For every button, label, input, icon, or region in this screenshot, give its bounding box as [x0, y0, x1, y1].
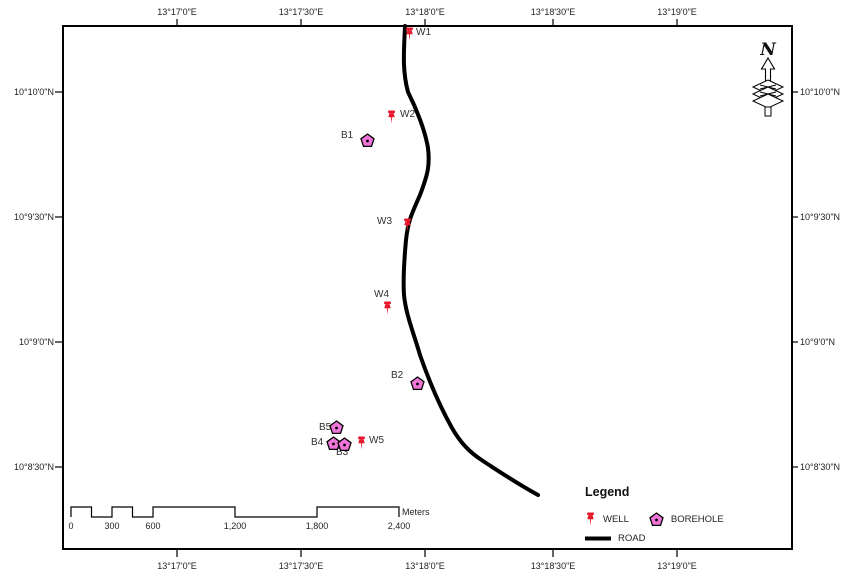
lon-label-top: 13°18'0"E — [405, 7, 445, 17]
north-arrow-base-layers — [751, 79, 785, 117]
borehole-icon — [649, 512, 664, 527]
lat-label-right: 10°10'0"N — [800, 87, 841, 97]
road-line — [401, 24, 540, 497]
scale-unit-label: Meters — [402, 507, 430, 517]
left-axis-ticks — [55, 91, 62, 468]
legend-well-label: WELL — [603, 514, 629, 525]
scale-bar-line — [70, 506, 400, 518]
lon-label-bottom: 13°17'0"E — [157, 561, 197, 571]
borehole-marker-b4 — [326, 436, 341, 451]
borehole-marker-b5 — [329, 420, 344, 435]
borehole-marker-b1 — [360, 133, 375, 148]
lon-label-top: 13°17'0"E — [157, 7, 197, 17]
borehole-label: B5 — [319, 422, 332, 433]
borehole-label: B1 — [341, 130, 354, 141]
well-icon — [587, 512, 594, 526]
borehole-label: B4 — [311, 437, 324, 448]
scale-bar: 0 300 600 1,200 1,800 2,400 Meters — [68, 506, 430, 531]
legend-road-label: ROAD — [618, 533, 646, 544]
well-marker-w5 — [358, 436, 365, 450]
legend-row-road: ROAD — [585, 533, 785, 544]
lon-label-bottom: 13°19'0"E — [657, 561, 697, 571]
lon-label-top: 13°19'0"E — [657, 7, 697, 17]
well-label: W2 — [400, 109, 415, 120]
borehole-marker-b3 — [337, 437, 352, 452]
scale-tick-label: 2,400 — [388, 521, 411, 531]
top-axis-ticks — [176, 19, 678, 25]
well-label: W1 — [416, 27, 431, 38]
scale-tick-label: 0 — [68, 521, 73, 531]
lat-label-left: 10°9'0"N — [18, 337, 54, 347]
road-icon — [585, 536, 611, 541]
north-arrow: N — [751, 40, 785, 117]
legend-title: Legend — [585, 485, 630, 499]
well-marker-w2 — [388, 110, 395, 124]
lat-label-left: 10°10'0"N — [13, 87, 54, 97]
borehole-label: B3 — [336, 447, 349, 458]
well-marker-w3 — [404, 218, 411, 232]
legend: Legend WELL BOREHOLE ROAD — [585, 485, 785, 544]
borehole-label: B2 — [391, 370, 404, 381]
map-border — [62, 25, 793, 550]
north-arrow-pointer — [760, 56, 776, 82]
lon-label-top: 13°18'30"E — [530, 7, 576, 17]
lon-label-bottom: 13°18'0"E — [405, 561, 445, 571]
lon-label-bottom: 13°18'30"E — [530, 561, 576, 571]
legend-borehole-label: BOREHOLE — [670, 514, 724, 525]
scale-bar-labels: 0 300 600 1,200 1,800 2,400 — [68, 521, 410, 531]
well-label: W3 — [377, 216, 392, 227]
lat-label-left: 10°9'30"N — [13, 212, 54, 222]
well-label: W5 — [369, 435, 384, 446]
lat-label-right: 10°9'0"N — [800, 337, 836, 347]
well-label: W4 — [374, 289, 389, 300]
legend-row-symbols: WELL BOREHOLE — [585, 512, 785, 527]
bottom-axis-ticks — [176, 550, 678, 557]
well-marker-w4 — [384, 301, 391, 315]
lat-label-left: 10°8'30"N — [13, 462, 54, 472]
lon-label-top: 13°17'30"E — [278, 7, 324, 17]
scale-tick-label: 1,200 — [224, 521, 247, 531]
scale-tick-label: 600 — [145, 521, 160, 531]
right-axis-ticks — [791, 91, 798, 468]
borehole-marker-b2 — [410, 376, 425, 391]
scale-tick-label: 300 — [104, 521, 119, 531]
well-marker-w1 — [406, 27, 413, 41]
lat-label-right: 10°9'30"N — [800, 212, 841, 222]
north-arrow-label: N — [759, 40, 777, 60]
scale-tick-label: 1,800 — [306, 521, 329, 531]
lon-label-bottom: 13°17'30"E — [278, 561, 324, 571]
lat-label-right: 10°8'30"N — [800, 462, 841, 472]
